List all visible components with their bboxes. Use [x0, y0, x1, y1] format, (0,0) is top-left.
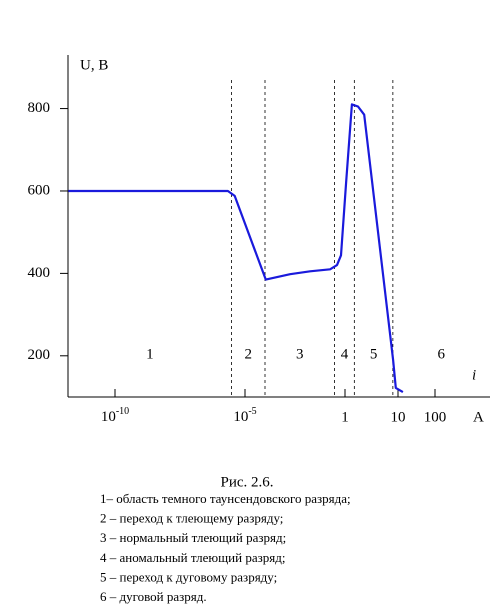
caption-item: 3 – нормальный тлеющий разряд;	[100, 530, 286, 545]
x-tick-label: 10-5	[233, 406, 256, 425]
y-tick-label: 600	[28, 182, 51, 198]
region-label: 3	[296, 346, 304, 362]
caption-item: 5 – переход к дуговому разряду;	[100, 569, 277, 584]
tick-exponent: -5	[248, 406, 256, 417]
y-tick-label: 400	[28, 265, 51, 281]
x-tick-label: 10	[391, 409, 406, 425]
region-label: 6	[438, 346, 446, 362]
tick-base: 10	[101, 409, 116, 425]
caption-item: 6 – дуговой разряд.	[100, 589, 207, 604]
caption-item: 4 – аномальный тлеющий разряд;	[100, 550, 285, 565]
caption-item: 1– область темного таунсендовского разря…	[100, 491, 351, 506]
region-label: 1	[146, 346, 154, 362]
x-axis-label: A	[473, 409, 484, 425]
x-tick-label: 100	[424, 409, 447, 425]
curve	[68, 103, 404, 394]
x-tick-label: 10-10	[101, 406, 129, 425]
y-axis-label: U, B	[80, 57, 108, 73]
curve-label: i	[472, 367, 476, 383]
y-tick-label: 800	[28, 100, 51, 116]
region-label: 2	[244, 346, 252, 362]
caption-title: Рис. 2.6.	[220, 474, 273, 490]
tick-base: 10	[233, 409, 248, 425]
region-label: 4	[341, 346, 349, 362]
tick-exponent: -10	[116, 406, 129, 417]
y-tick-label: 200	[28, 347, 51, 363]
region-label: 5	[370, 346, 378, 362]
caption-item: 2 – переход к тлеющему разряду;	[100, 511, 283, 526]
x-tick-label: 1	[341, 409, 349, 425]
